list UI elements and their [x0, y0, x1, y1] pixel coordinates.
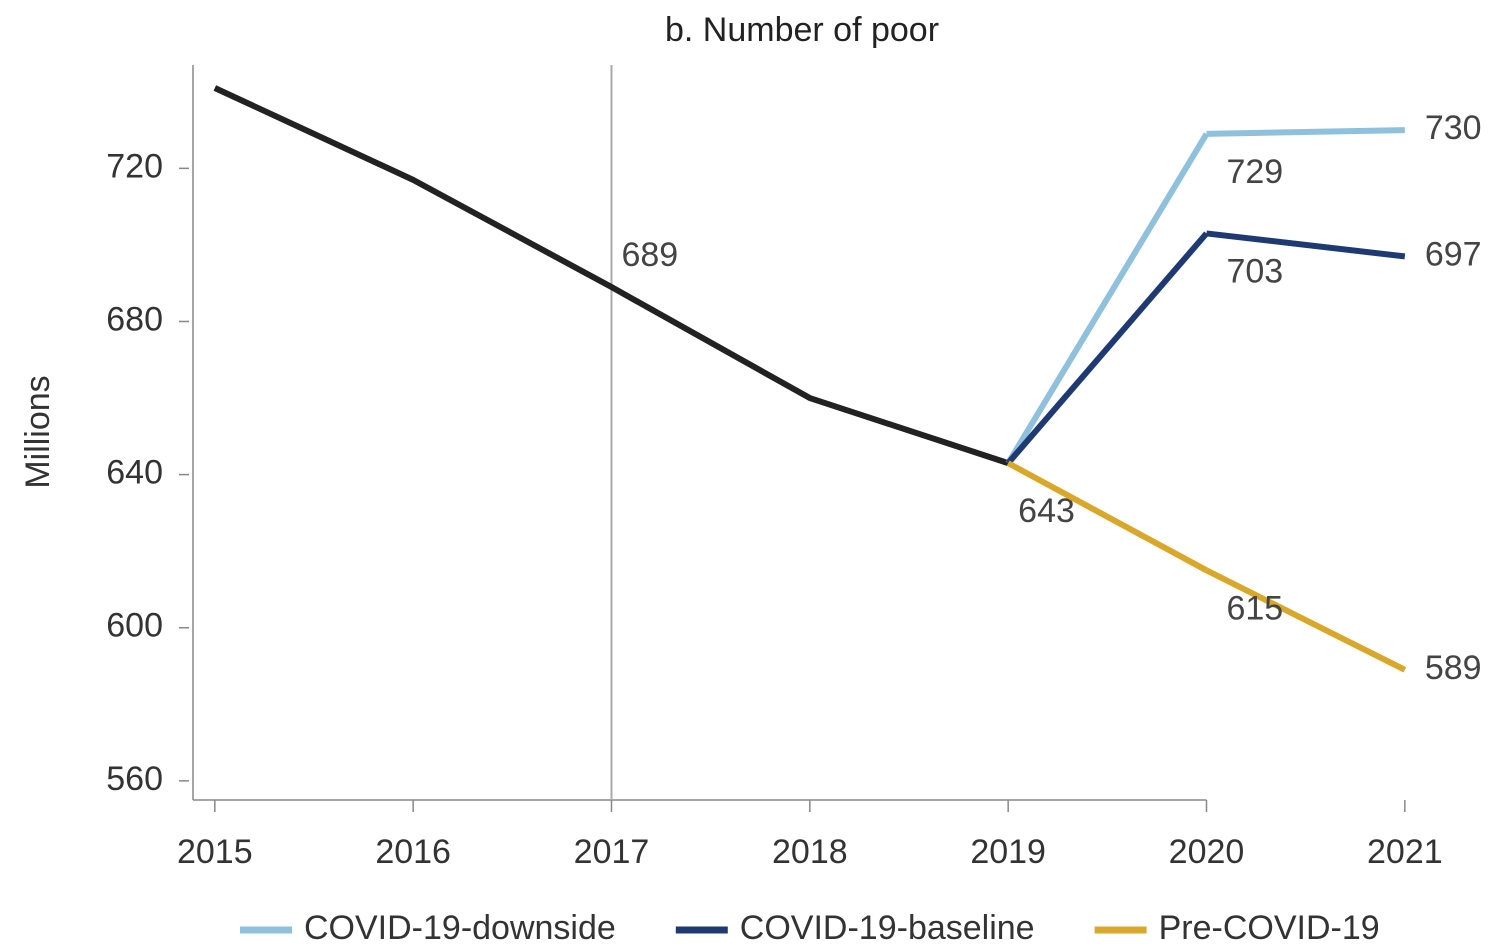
- series-line: [213, 85, 1010, 466]
- x-tick-label: 2021: [1367, 833, 1443, 871]
- x-tick-label: 2018: [772, 833, 848, 871]
- y-tick-label: 680: [106, 300, 163, 338]
- series-line: [1206, 127, 1405, 137]
- data-label: 697: [1425, 235, 1482, 273]
- data-label: 689: [621, 236, 678, 274]
- legend-label: COVID-19-baseline: [740, 909, 1035, 947]
- connector: [1005, 132, 1210, 465]
- chart-title: b. Number of poor: [665, 11, 939, 49]
- x-tick-label: 2019: [970, 833, 1046, 871]
- data-label: 589: [1425, 649, 1482, 687]
- x-tick-label: 2020: [1169, 833, 1245, 871]
- x-tick-label: 2016: [375, 833, 451, 871]
- data-label: 730: [1425, 109, 1482, 147]
- legend-label: COVID-19-downside: [304, 909, 616, 947]
- legend-label: Pre-COVID-19: [1159, 909, 1380, 947]
- y-axis-label: Millions: [19, 375, 57, 488]
- y-tick-label: 720: [106, 147, 163, 185]
- data-label: 643: [1018, 492, 1075, 530]
- data-label: 615: [1226, 589, 1283, 627]
- x-tick-label: 2017: [574, 833, 650, 871]
- y-tick-label: 600: [106, 607, 163, 645]
- series-line: [1205, 567, 1407, 673]
- x-tick-label: 2015: [177, 833, 253, 871]
- connector: [1006, 460, 1208, 573]
- connector: [1005, 231, 1209, 466]
- y-tick-label: 640: [106, 454, 163, 492]
- data-label: 703: [1226, 252, 1283, 290]
- series-line: [1206, 230, 1406, 260]
- y-tick-label: 560: [106, 760, 163, 798]
- data-label: 729: [1226, 153, 1283, 191]
